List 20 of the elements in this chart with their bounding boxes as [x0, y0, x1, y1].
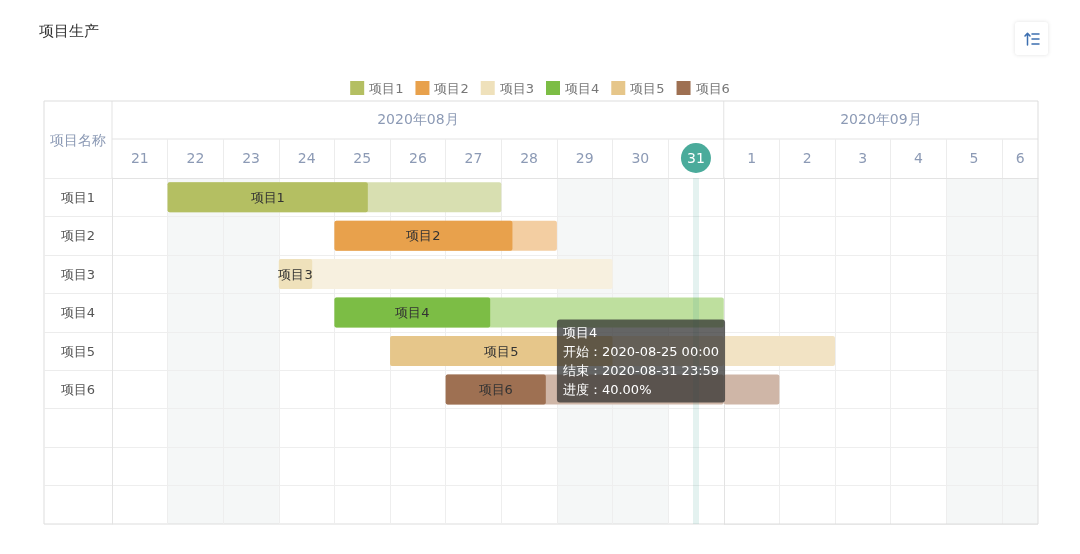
- y-tick-label: 项目4: [60, 305, 96, 321]
- text: 项目1: [250, 189, 285, 205]
- y-axis-title: 项目名称: [50, 131, 106, 148]
- y-tick-label: 项目6: [60, 381, 96, 397]
- text: 项目6: [478, 381, 513, 397]
- y-tick-label: 项目3: [60, 266, 96, 282]
- text: 项目3: [278, 266, 313, 282]
- text: 项目4: [395, 305, 430, 321]
- x-tick-label: 23: [242, 150, 260, 166]
- y-tick-label: 项目2: [60, 228, 96, 244]
- text: 项目5: [484, 343, 519, 359]
- text: 项目2: [406, 228, 441, 244]
- x-tick-label: 21: [130, 150, 149, 166]
- chart-title: 项目生产: [39, 21, 99, 40]
- y-tick-label: 项目5: [60, 343, 96, 359]
- x-tick-label: 22: [186, 150, 205, 166]
- annotation: 项目4 开始：2020-08-25 00:00 结束：2020-08-31 23:59 进度：40.00%: [562, 324, 720, 397]
- x-tick-label: 24: [297, 150, 316, 166]
- x-tick-label: 25: [353, 150, 372, 166]
- y-tick-label: 项目1: [60, 189, 96, 205]
